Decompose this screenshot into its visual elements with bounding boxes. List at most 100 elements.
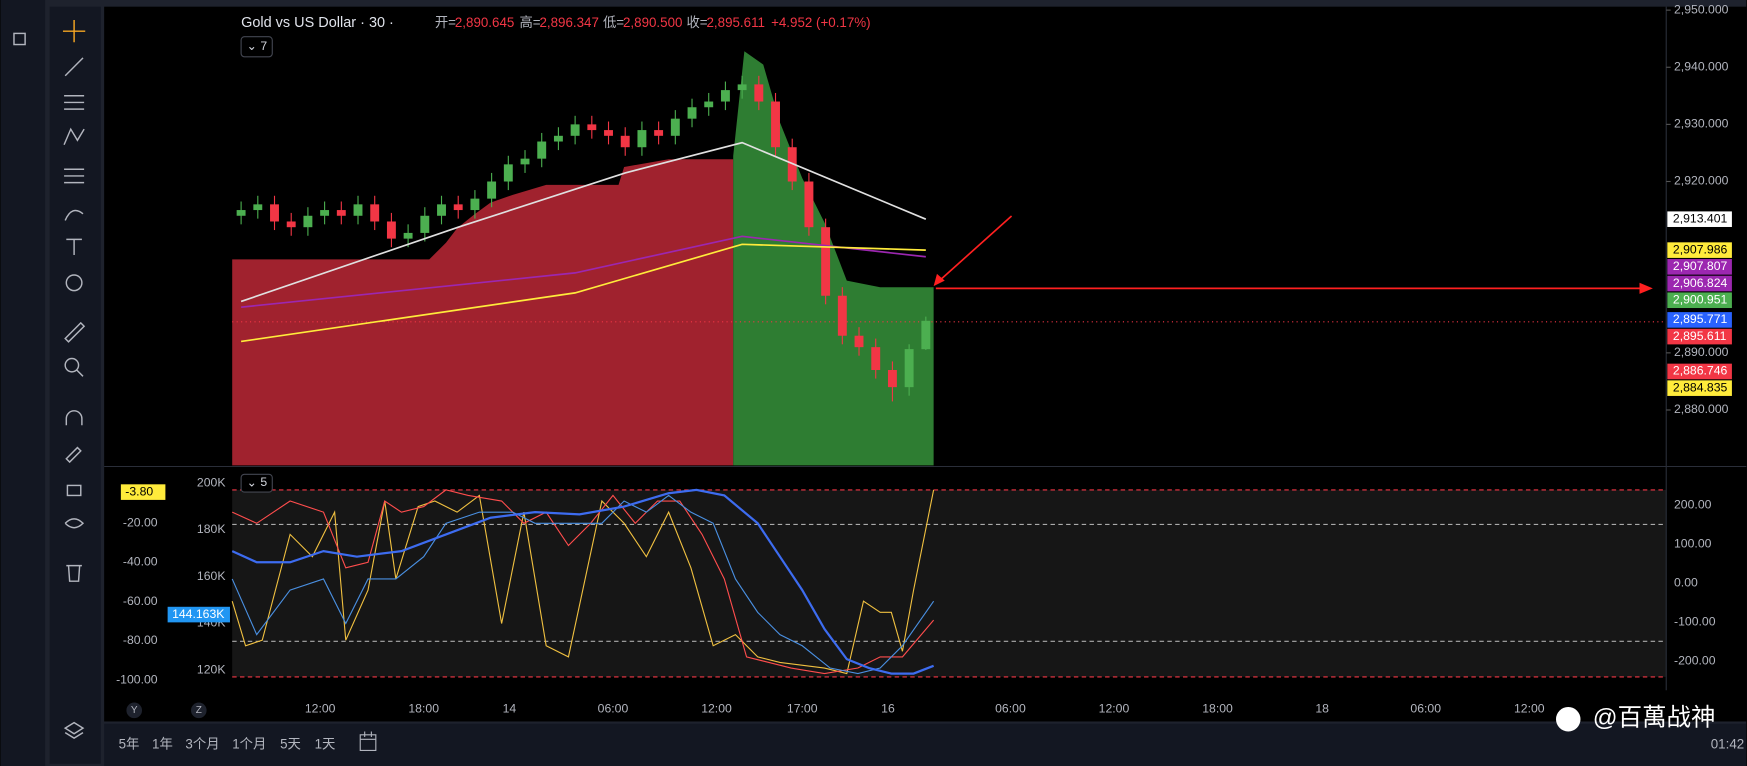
range-button[interactable]: 5年 — [119, 736, 140, 751]
time-label: 14 — [503, 701, 517, 715]
candle-body — [854, 335, 864, 348]
candle-body — [804, 181, 814, 228]
annotation-arrow — [935, 215, 1013, 285]
ohlc-value: 2,896.347 — [539, 15, 598, 30]
range-button[interactable]: 1天 — [315, 736, 336, 751]
price-tag — [1667, 259, 1732, 275]
y-tick-label: 2,920.000 — [1674, 174, 1729, 188]
oscillator-line — [231, 488, 935, 675]
count: 7 — [260, 39, 267, 53]
candle-body — [270, 204, 279, 222]
price-tag-label: 2,895.611 — [1673, 329, 1727, 343]
y-tick-label: 2,950.000 — [1674, 2, 1729, 16]
time-label: 17:00 — [787, 701, 818, 715]
indicators-count: ⌄ 7 — [247, 39, 268, 53]
range-button[interactable]: 5天 — [280, 736, 301, 751]
candle-body — [670, 118, 680, 136]
price-tag — [1667, 211, 1732, 227]
candle-body — [336, 210, 346, 216]
candle-body — [620, 135, 630, 148]
price-tag-label: 2,913.401 — [1673, 211, 1728, 225]
left-tick-label: -60.00 — [123, 594, 158, 608]
date-range-icon[interactable] — [359, 731, 377, 751]
scale-button[interactable] — [191, 702, 207, 719]
candle-body — [303, 215, 313, 228]
price-tag-label: 2,895.771 — [1673, 312, 1728, 326]
time-axis: 12:00 18:00 14 06:00 12:00 17:00 16 06:00 12:00 1… — [305, 701, 1545, 715]
range-button[interactable]: 3个月 — [185, 736, 219, 751]
time-label: 06:00 — [1410, 701, 1441, 715]
ohlc-label: 收= — [686, 15, 707, 30]
bottom-bar — [104, 723, 1747, 766]
y-tick-label: 2,930.000 — [1674, 117, 1729, 131]
y-tick-label: 2,880.000 — [1674, 402, 1729, 416]
price-tag-label: 2,900.951 — [1673, 292, 1728, 306]
candle-body — [420, 215, 430, 233]
scale-button-label: Z — [196, 705, 202, 716]
candle-body — [704, 101, 714, 108]
candle-body — [837, 295, 847, 336]
candle-body — [821, 227, 831, 296]
right-tick-label: 100.00 — [1674, 537, 1712, 551]
time-label: 18:00 — [1202, 701, 1233, 715]
candle-body — [437, 204, 446, 216]
oscillator-line — [231, 489, 935, 675]
price-tag — [1667, 312, 1732, 328]
red-cloud — [232, 159, 734, 466]
range-button[interactable]: 1个月 — [232, 736, 266, 751]
ohlc-value: 2,890.500 — [623, 15, 682, 30]
count: 5 — [260, 475, 267, 489]
candle-body — [637, 130, 647, 148]
oscillator-line — [231, 494, 935, 675]
right-tick-label: -100.00 — [1674, 615, 1716, 629]
candle-body — [754, 84, 764, 102]
symbol: Gold vs US Dollar · 30 · — [241, 15, 394, 31]
time-label: 16 — [881, 701, 895, 715]
side-rail — [0, 0, 46, 766]
time-label: 06:00 — [598, 701, 629, 715]
range-button[interactable]: 1年 — [152, 736, 173, 751]
price-tag-label: 2,907.986 — [1673, 242, 1728, 256]
price-tag — [1667, 363, 1732, 380]
value-tag — [120, 484, 166, 500]
candle-body — [654, 130, 664, 136]
candle-body — [487, 181, 497, 199]
candle-body — [737, 84, 747, 91]
scale-button-label: Y — [131, 705, 138, 716]
candle-body — [353, 204, 363, 216]
price-tag — [1667, 242, 1732, 258]
oscillator-axes: -20.00 -40.00 -60.00 -80.00 -100.00 200K 180K 1… — [116, 475, 1716, 686]
candle-body — [286, 221, 296, 228]
y-tick-label: 2,890.000 — [1674, 345, 1729, 359]
price-tag — [1667, 292, 1732, 309]
volume-tag-label: 144.163K — [172, 607, 225, 621]
scale-button[interactable] — [126, 702, 143, 719]
ohlc-label: 开= — [435, 15, 456, 30]
candle-body — [921, 320, 931, 350]
moving-average — [240, 243, 926, 343]
time-label: 18 — [1315, 701, 1329, 715]
clock: 01:42 — [1711, 736, 1744, 751]
indicators-toggle[interactable] — [240, 36, 273, 58]
ohlc-label: 高= — [519, 14, 540, 30]
price-tag-label: 2,886.746 — [1673, 364, 1728, 378]
candle-body — [587, 124, 597, 131]
candle-body — [320, 210, 330, 216]
right-tick-label: 0.00 — [1674, 576, 1698, 590]
oscillator-line — [231, 489, 935, 675]
indicators-toggle[interactable] — [240, 473, 273, 493]
y-tick-label: 2,940.000 — [1674, 59, 1729, 73]
volume-tick-label: 160K — [197, 569, 226, 583]
volume-tick-label: 200K — [197, 475, 226, 489]
candle-body — [553, 135, 563, 142]
candle-body — [720, 90, 730, 102]
time-label: 06:00 — [995, 701, 1026, 715]
time-label: 12:00 — [701, 701, 732, 715]
time-label: 12:00 — [1099, 701, 1130, 715]
candle-body — [904, 349, 914, 388]
oscillator-background — [232, 489, 1667, 677]
change: +4.952 (+0.17%) — [771, 15, 871, 30]
price-tag — [1667, 328, 1732, 345]
price-tag-label: 2,906.824 — [1673, 276, 1728, 290]
tool-icons[interactable] — [13, 20, 86, 740]
